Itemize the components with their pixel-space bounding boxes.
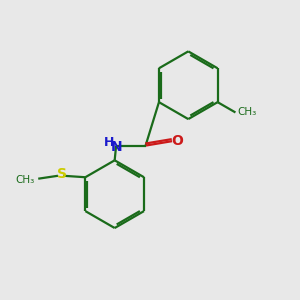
Text: CH₃: CH₃ bbox=[15, 175, 35, 185]
Text: S: S bbox=[57, 167, 67, 181]
Text: CH₃: CH₃ bbox=[238, 107, 257, 118]
Text: N: N bbox=[111, 140, 122, 154]
Text: O: O bbox=[171, 134, 183, 148]
Text: H: H bbox=[103, 136, 114, 148]
